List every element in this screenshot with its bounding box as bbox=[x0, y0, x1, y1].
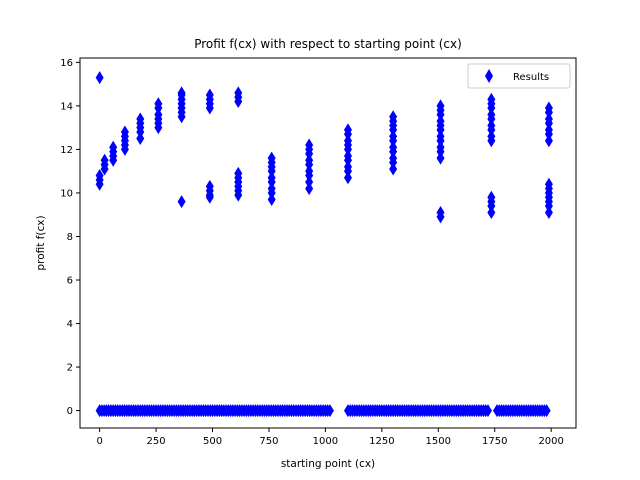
x-tick-label: 2000 bbox=[538, 436, 563, 447]
y-tick-label: 4 bbox=[67, 319, 73, 330]
y-axis-label: profit f(cx) bbox=[35, 215, 47, 270]
legend-box bbox=[467, 63, 571, 89]
data-point bbox=[100, 162, 109, 176]
data-point bbox=[483, 404, 492, 418]
data-point bbox=[109, 153, 118, 167]
data-point bbox=[305, 182, 314, 196]
data-point bbox=[267, 164, 276, 178]
data-point bbox=[343, 153, 352, 167]
y-tick-label: 12 bbox=[60, 145, 73, 156]
y-tick-label: 6 bbox=[67, 276, 73, 287]
data-point bbox=[487, 206, 496, 220]
data-point bbox=[154, 101, 163, 115]
data-points bbox=[95, 71, 553, 418]
legend-label: Results bbox=[513, 72, 549, 83]
data-point bbox=[234, 95, 243, 109]
x-tick-label: 0 bbox=[96, 436, 102, 447]
y-tick-label: 14 bbox=[60, 101, 73, 112]
y-tick-label: 0 bbox=[67, 406, 73, 417]
data-point bbox=[343, 171, 352, 185]
x-axis-ticks: 0 250 500 750 1000 1250 1500 1750 2000 bbox=[96, 428, 564, 447]
data-point bbox=[436, 145, 445, 159]
legend: Results bbox=[467, 63, 571, 89]
data-point bbox=[95, 71, 104, 85]
data-point bbox=[205, 101, 214, 115]
data-point bbox=[436, 123, 445, 137]
data-point bbox=[544, 134, 553, 148]
data-point bbox=[389, 162, 398, 176]
x-axis-label: starting point (cx) bbox=[281, 458, 375, 470]
data-point bbox=[544, 199, 553, 213]
data-point bbox=[389, 145, 398, 159]
data-point bbox=[487, 199, 496, 213]
data-point bbox=[267, 186, 276, 200]
data-point bbox=[389, 123, 398, 137]
y-axis-ticks: 0 2 4 6 8 10 12 14 16 bbox=[60, 58, 80, 417]
x-tick-label: 1750 bbox=[482, 436, 507, 447]
x-tick-label: 1500 bbox=[426, 436, 451, 447]
y-tick-label: 16 bbox=[60, 58, 73, 69]
data-point bbox=[487, 112, 496, 126]
data-point bbox=[436, 108, 445, 122]
data-point bbox=[325, 404, 334, 418]
data-point bbox=[343, 164, 352, 178]
data-point bbox=[95, 177, 104, 191]
data-point bbox=[389, 155, 398, 169]
data-point bbox=[177, 195, 186, 209]
data-point bbox=[234, 188, 243, 202]
x-tick-label: 1250 bbox=[369, 436, 394, 447]
data-point bbox=[343, 142, 352, 156]
data-point bbox=[436, 134, 445, 148]
data-point bbox=[436, 210, 445, 224]
data-point bbox=[389, 134, 398, 148]
data-point bbox=[542, 404, 551, 418]
data-point bbox=[120, 142, 129, 156]
data-point bbox=[154, 121, 163, 135]
x-tick-label: 750 bbox=[259, 436, 278, 447]
data-point bbox=[305, 158, 314, 172]
data-point bbox=[267, 192, 276, 206]
data-point bbox=[436, 151, 445, 165]
data-point bbox=[487, 101, 496, 115]
data-point bbox=[177, 110, 186, 124]
chart-title: Profit f(cx) with respect to starting po… bbox=[194, 37, 462, 51]
data-point bbox=[136, 125, 145, 139]
data-point bbox=[305, 169, 314, 183]
data-point bbox=[305, 175, 314, 189]
x-tick-label: 500 bbox=[203, 436, 222, 447]
data-point bbox=[544, 127, 553, 141]
plot-frame bbox=[79, 57, 577, 429]
data-point bbox=[305, 147, 314, 161]
x-tick-label: 250 bbox=[147, 436, 166, 447]
x-tick-label: 1000 bbox=[313, 436, 338, 447]
y-tick-label: 10 bbox=[60, 188, 73, 199]
data-point bbox=[267, 175, 276, 189]
y-tick-label: 8 bbox=[67, 232, 73, 243]
legend-marker bbox=[485, 69, 493, 83]
data-point bbox=[205, 190, 214, 204]
data-point bbox=[343, 127, 352, 141]
data-point bbox=[136, 132, 145, 146]
data-point bbox=[487, 134, 496, 148]
data-point bbox=[544, 206, 553, 220]
data-point bbox=[544, 105, 553, 119]
data-point bbox=[487, 123, 496, 137]
y-tick-label: 2 bbox=[67, 363, 73, 374]
data-point bbox=[544, 116, 553, 130]
